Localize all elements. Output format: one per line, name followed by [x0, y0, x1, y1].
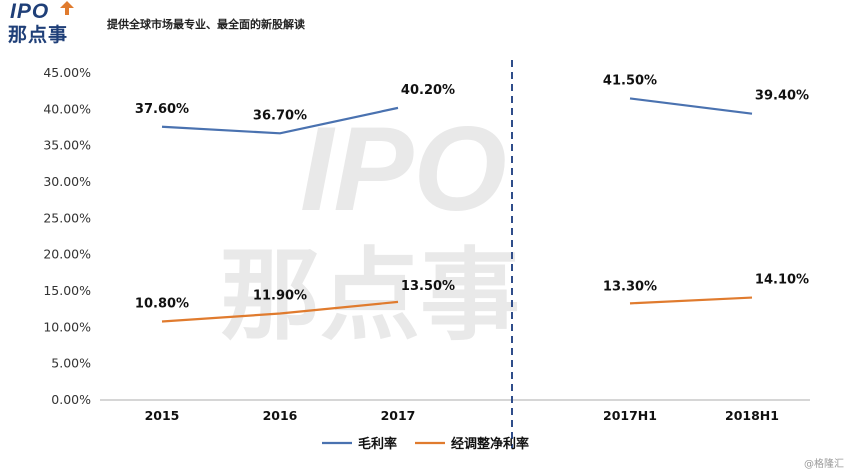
legend: 毛利率 经调整净利率 — [322, 436, 529, 452]
y-tick-label: 20.00% — [43, 247, 91, 262]
series-line-net-margin — [161, 300, 399, 323]
y-tick-label: 30.00% — [43, 174, 91, 189]
x-tick-label: 2017H1 — [603, 408, 657, 423]
logo-ipo: IPO — [10, 0, 50, 23]
series-line-net-margin — [629, 296, 753, 305]
corner-watermark: @格隆汇 — [804, 459, 844, 470]
data-label: 37.60% — [135, 102, 189, 117]
x-tick-label: 2018H1 — [725, 408, 779, 423]
y-tick-label: 40.00% — [43, 101, 91, 116]
data-label: 41.50% — [603, 73, 657, 88]
x-tick-label: 2017 — [381, 408, 416, 423]
data-label: 14.10% — [755, 273, 809, 288]
data-label: 10.80% — [135, 297, 189, 312]
watermark-chinese: 那点事 — [220, 240, 520, 352]
series-line-gross-margin — [161, 106, 399, 135]
data-label: 13.50% — [401, 279, 455, 294]
y-tick-label: 15.00% — [43, 283, 91, 298]
y-tick-label: 0.00% — [51, 392, 91, 407]
x-tick-label: 2015 — [145, 408, 180, 423]
data-label: 40.20% — [401, 83, 455, 98]
logo-chinese: 那点事 — [8, 24, 69, 46]
watermark-ipo: IPO — [300, 102, 507, 236]
y-tick-label: 45.00% — [43, 65, 91, 80]
watermark: IPO 那点事 — [220, 102, 520, 352]
series-layer — [161, 97, 753, 323]
x-tick-label: 2016 — [263, 408, 298, 423]
data-label: 36.70% — [253, 108, 307, 123]
data-label: 13.30% — [603, 279, 657, 294]
y-tick-label: 5.00% — [51, 356, 91, 371]
data-label: 39.40% — [755, 89, 809, 104]
y-tick-label: 35.00% — [43, 138, 91, 153]
header: IPO 那点事 提供全球市场最专业、最全面的新股解读 — [0, 0, 850, 46]
y-tick-label: 10.00% — [43, 319, 91, 334]
tagline: 提供全球市场最专业、最全面的新股解读 — [107, 18, 305, 31]
logo-arrow-icon — [60, 1, 74, 15]
legend-net-margin-label: 经调整净利率 — [451, 436, 529, 452]
legend-gross-margin-label: 毛利率 — [358, 436, 397, 452]
series-line-gross-margin — [629, 97, 753, 115]
axes: 0.00% 5.00% 10.00% 15.00% 20.00% 25.00% 30.00%… — [43, 60, 810, 448]
data-label: 11.90% — [253, 289, 307, 304]
y-tick-label: 25.00% — [43, 210, 91, 225]
data-labels: 37.60% 36.70% 40.20% 41.50% 39.40% 10.80% 11.9… — [135, 73, 809, 311]
